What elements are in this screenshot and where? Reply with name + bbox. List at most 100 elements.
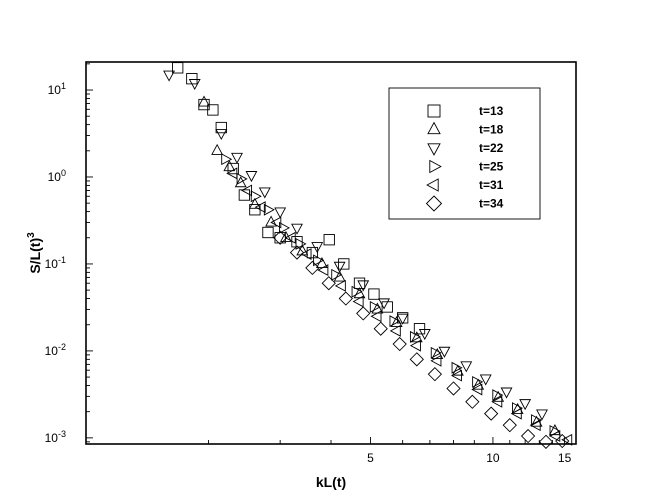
legend-symbol [427, 121, 441, 135]
data-point [245, 171, 258, 183]
data-point [313, 254, 325, 267]
data-point [241, 184, 253, 197]
y-axis-title-exponent: 3 [26, 232, 37, 238]
y-tick-exponent: 1 [61, 81, 66, 91]
data-point [331, 268, 343, 281]
data-point [368, 288, 380, 300]
data-point [531, 414, 543, 427]
y-tick-label: 100 [48, 168, 66, 184]
data-point [338, 258, 350, 270]
legend-label: t=31 [479, 178, 504, 192]
data-point [378, 298, 390, 310]
data-point [305, 260, 320, 276]
data-point [215, 121, 227, 134]
y-axis-title-main: S/L(t) [27, 238, 43, 274]
legend-symbol [429, 159, 442, 174]
data-point [207, 104, 219, 116]
data-point [536, 409, 548, 421]
series-t=25 [221, 153, 561, 437]
data-point [321, 276, 336, 291]
data-point [491, 395, 503, 408]
data-point [338, 291, 353, 306]
data-point [351, 285, 363, 298]
data-point [510, 407, 522, 420]
data-point [333, 261, 346, 273]
data-point [295, 237, 307, 250]
data-point [549, 430, 561, 442]
data-point [427, 367, 443, 382]
data-point [227, 162, 239, 175]
data-point [502, 418, 517, 433]
data-point [409, 330, 421, 343]
data-point [555, 433, 570, 449]
x-axis-ticks: 5 10 15 [85, 437, 577, 465]
data-point [306, 246, 319, 259]
legend-symbol [427, 104, 441, 118]
y-tick-base: 10 [45, 344, 59, 358]
data-point [250, 190, 262, 203]
data-point [172, 62, 184, 74]
data-point [438, 346, 451, 358]
data-point [389, 315, 401, 328]
legend-label: t=22 [479, 141, 504, 155]
data-point [300, 248, 312, 260]
data-point [254, 201, 266, 214]
y-tick-label: 10-2 [45, 342, 66, 358]
y-tick-label: 101 [48, 81, 66, 97]
data-point [274, 207, 287, 219]
data-point [370, 310, 382, 323]
data-point [520, 428, 536, 444]
x-tick-label: 15 [558, 451, 572, 465]
data-point [519, 399, 532, 411]
data-point [186, 73, 198, 85]
legend-label: t=18 [479, 123, 504, 137]
legend-label: t=25 [479, 160, 504, 174]
data-point [262, 226, 274, 239]
data-point [211, 143, 224, 155]
y-tick-exponent: -2 [58, 342, 66, 352]
data-point [451, 361, 463, 374]
data-point [231, 152, 243, 164]
data-point [317, 264, 329, 277]
data-point [500, 387, 513, 399]
data-point [263, 203, 275, 216]
data-point [234, 176, 247, 188]
y-axis-title: S/L(t)3 [26, 232, 43, 274]
data-point [446, 381, 461, 396]
data-point [291, 223, 303, 235]
data-point [430, 346, 442, 359]
data-point [465, 394, 480, 409]
data-point [353, 287, 366, 299]
y-tick-base: 10 [48, 83, 62, 97]
legend-symbol [426, 178, 439, 192]
y-tick-base: 10 [45, 257, 59, 271]
legend-symbol [427, 143, 441, 156]
data-point [333, 270, 346, 282]
data-point [284, 231, 296, 244]
data-point [278, 221, 291, 234]
data-point [163, 70, 176, 82]
x-tick-label: 5 [367, 451, 374, 465]
legend-label: t=34 [479, 197, 504, 211]
data-point [451, 364, 464, 376]
data-point [373, 321, 388, 336]
data-point [409, 339, 421, 352]
x-tick-label: 10 [486, 451, 500, 465]
data-point [529, 419, 541, 432]
y-tick-label: 10-1 [45, 255, 66, 271]
data-point [352, 295, 364, 308]
data-point [538, 434, 554, 449]
data-point [484, 406, 499, 421]
data-point [409, 352, 424, 367]
data-point [311, 242, 324, 254]
data-point [289, 245, 305, 260]
data-point [188, 79, 201, 91]
data-point [356, 306, 371, 321]
data-point [430, 354, 442, 367]
series-t=13 [172, 62, 426, 335]
data-point [396, 313, 409, 325]
data-point [472, 375, 484, 388]
x-axis-title: kL(t) [316, 474, 346, 490]
